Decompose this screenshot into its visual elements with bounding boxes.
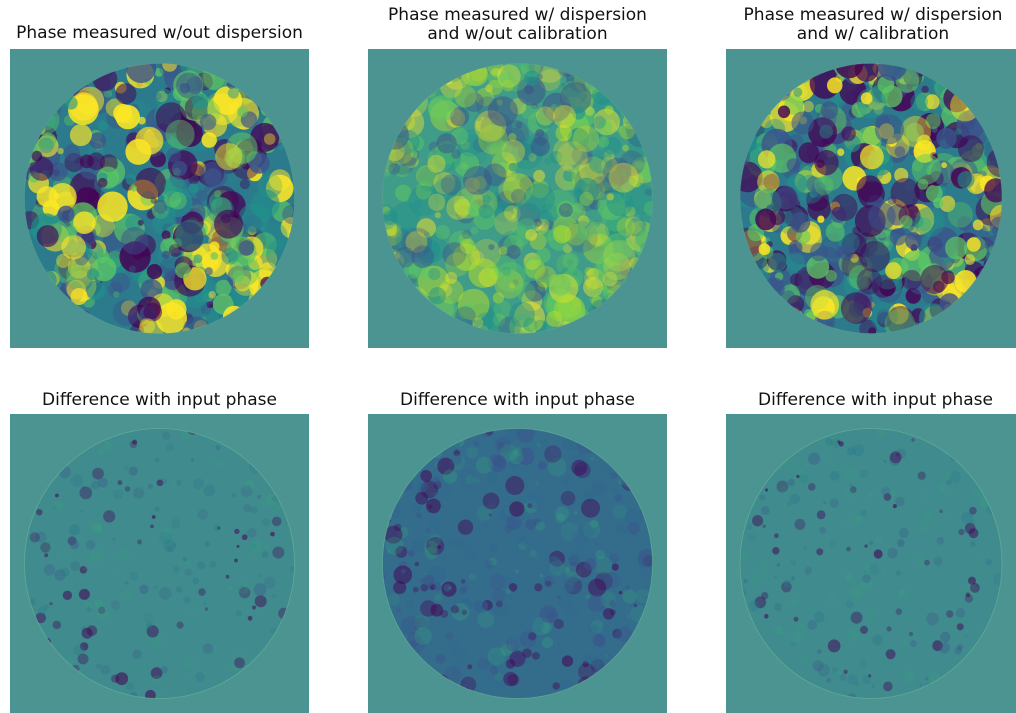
panel-title: Difference with input phase bbox=[758, 390, 993, 410]
panel-difference-dispersion-calibrated: Difference with input phase bbox=[726, 390, 1016, 713]
phase-map-image bbox=[726, 49, 1016, 348]
phase-map-image bbox=[10, 49, 309, 348]
panel-title: Phase measured w/ dispersion and w/out c… bbox=[388, 5, 647, 44]
panel-title: Difference with input phase bbox=[42, 390, 277, 410]
difference-map-image bbox=[10, 414, 309, 713]
panel-difference-dispersion-uncalibrated: Difference with input phase bbox=[368, 390, 667, 713]
difference-map-image bbox=[368, 414, 667, 713]
panel-title: Difference with input phase bbox=[400, 390, 635, 410]
panel-phase-dispersion-uncalibrated: Phase measured w/ dispersion and w/out c… bbox=[368, 6, 667, 348]
panel-difference-no-dispersion: Difference with input phase bbox=[10, 390, 309, 713]
panel-phase-dispersion-calibrated: Phase measured w/ dispersion and w/ cali… bbox=[726, 6, 1016, 348]
difference-map-image bbox=[726, 414, 1016, 713]
panel-title: Phase measured w/out dispersion bbox=[16, 23, 303, 43]
panel-title: Phase measured w/ dispersion and w/ cali… bbox=[743, 5, 1003, 44]
phase-map-image bbox=[368, 49, 667, 348]
panel-phase-no-dispersion: Phase measured w/out dispersion bbox=[10, 20, 309, 348]
